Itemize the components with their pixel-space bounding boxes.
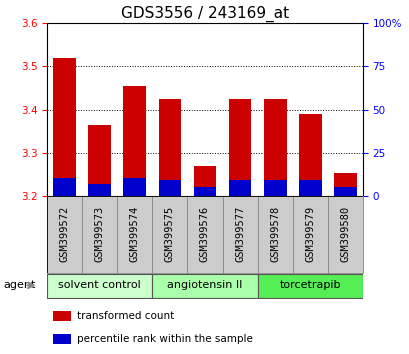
Bar [158,181,181,196]
Bar [193,187,216,196]
Bar [82,196,117,273]
Text: torcetrapib: torcetrapib [279,280,340,290]
Title: GDS3556 / 243169_at: GDS3556 / 243169_at [121,5,288,22]
Bar [88,184,111,196]
Text: GSM399577: GSM399577 [234,206,245,262]
FancyBboxPatch shape [257,274,362,298]
Bar [298,114,321,196]
Text: GSM399575: GSM399575 [164,206,175,262]
Bar [228,181,251,196]
Bar [298,181,321,196]
Text: GSM399574: GSM399574 [130,206,139,262]
Bar [47,196,82,273]
Text: agent: agent [4,280,36,290]
Text: solvent control: solvent control [58,280,141,290]
Bar [263,181,286,196]
Bar [117,196,152,273]
Bar [263,99,286,196]
Text: percentile rank within the sample: percentile rank within the sample [77,334,252,344]
Bar [123,86,146,196]
Bar [257,196,292,273]
Text: GSM399573: GSM399573 [94,206,105,262]
Bar [123,178,146,196]
Bar [333,173,356,196]
FancyBboxPatch shape [53,311,71,321]
FancyBboxPatch shape [152,274,257,298]
Bar [53,178,76,196]
Bar [88,125,111,196]
Bar [152,196,187,273]
Text: GSM399580: GSM399580 [339,206,349,262]
Bar [292,196,327,273]
Bar [333,187,356,196]
Bar [327,196,362,273]
Bar [193,166,216,196]
Text: GSM399579: GSM399579 [304,206,315,262]
Text: angiotensin II: angiotensin II [167,280,242,290]
Bar [222,196,257,273]
FancyBboxPatch shape [47,274,152,298]
Text: GSM399576: GSM399576 [200,206,209,262]
Bar [187,196,222,273]
Text: transformed count: transformed count [77,311,174,321]
FancyBboxPatch shape [53,334,71,344]
Bar [228,99,251,196]
Text: GSM399572: GSM399572 [60,206,70,262]
Bar [158,99,181,196]
Text: GSM399578: GSM399578 [270,206,279,262]
Bar [53,58,76,196]
